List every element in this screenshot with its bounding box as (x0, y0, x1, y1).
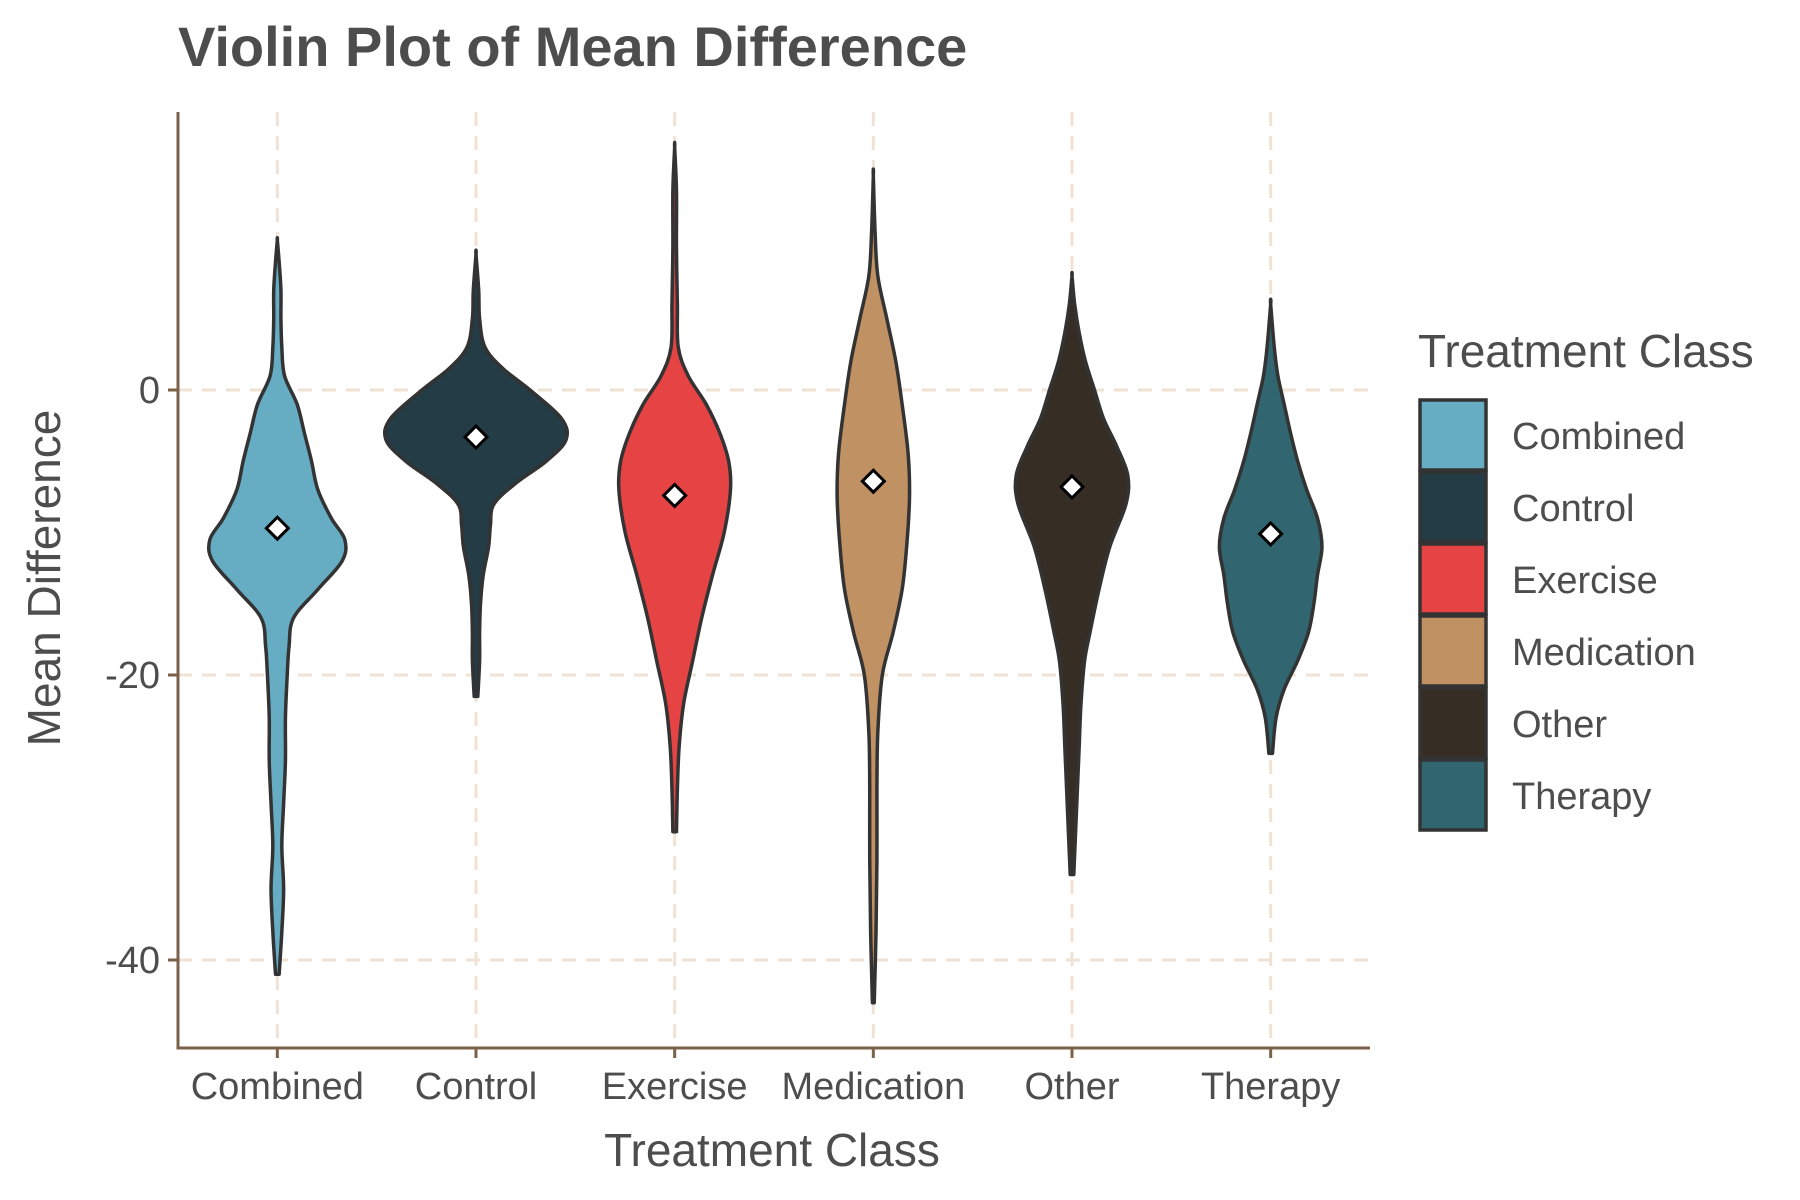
violin-other (1013, 270, 1131, 877)
mean-marker-combined (264, 515, 291, 542)
mean-marker-other (1058, 473, 1086, 501)
legend-key-combined (1418, 398, 1488, 472)
legend-key-control (1418, 470, 1488, 544)
grid-lines (178, 112, 1370, 1048)
legend-key-other (1418, 686, 1488, 760)
violin-control (382, 248, 570, 699)
y-tick-label: 0 (139, 370, 160, 412)
mean-marker-control (462, 423, 490, 451)
legend-label-therapy: Therapy (1512, 776, 1651, 818)
x-axis-title: Treatment Class (604, 1124, 940, 1176)
legend-label-control: Control (1512, 488, 1635, 530)
x-tick-label: Control (415, 1066, 538, 1108)
legend-label-medication: Medication (1512, 632, 1696, 674)
legend-label-exercise: Exercise (1512, 560, 1658, 602)
legend-key-medication (1418, 614, 1488, 688)
legend: Treatment Class Combined Control Exercise M… (1418, 325, 1754, 832)
mean-marker-therapy (1257, 520, 1284, 548)
x-tick-label: Medication (781, 1066, 965, 1108)
mean-marker-medication (860, 468, 887, 495)
x-tick-label: Other (1024, 1066, 1119, 1108)
chart-title: Violin Plot of Mean Difference (178, 15, 967, 78)
x-tick-label: Combined (191, 1066, 364, 1108)
legend-key-exercise (1418, 542, 1488, 616)
violins (206, 140, 1324, 1005)
mean-marker-exercise (661, 482, 688, 509)
x-tick-label: Therapy (1201, 1066, 1340, 1108)
violin-medication (835, 167, 912, 1005)
y-tick-label: -40 (105, 940, 160, 982)
legend-label-combined: Combined (1512, 416, 1685, 458)
y-tick-label: -20 (105, 655, 160, 697)
legend-key-therapy (1418, 758, 1488, 832)
violin-combined (206, 235, 348, 976)
axes: 0 -20 -40 Combined Control Exercise Medication… (105, 112, 1370, 1108)
legend-label-other: Other (1512, 704, 1607, 746)
legend-title: Treatment Class (1418, 325, 1754, 377)
x-tick-label: Exercise (602, 1066, 748, 1108)
y-axis-title: Mean Difference (18, 410, 70, 747)
